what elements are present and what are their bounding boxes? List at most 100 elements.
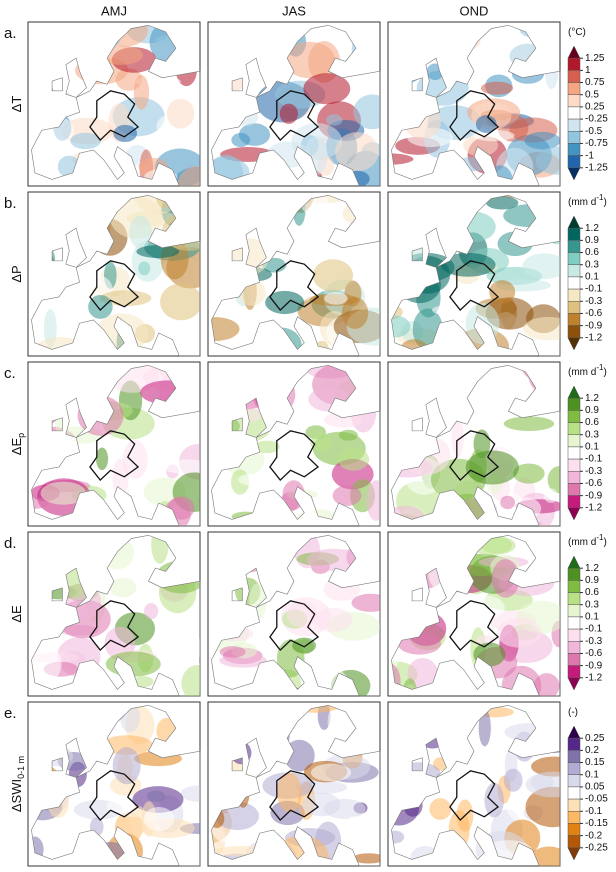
shading-patch — [489, 280, 516, 304]
row-letter: d. — [4, 535, 17, 552]
unit-text: (mm d — [568, 197, 596, 208]
shading-patch — [60, 812, 83, 848]
shading-patch — [543, 488, 558, 503]
colorbar-tick-label: -0.25 — [585, 114, 608, 125]
shading-patch — [292, 637, 316, 654]
unit-sup: -1 — [596, 363, 604, 372]
shading-patch — [486, 196, 519, 210]
shading-patch — [138, 261, 151, 276]
column-title: JAS — [282, 3, 306, 18]
shading-patch — [484, 782, 504, 818]
shading-patch — [301, 792, 341, 817]
coastline — [391, 534, 561, 697]
colorbar-segment — [567, 301, 581, 314]
unit-sup: -1 — [596, 533, 604, 542]
colorbar-segment — [567, 276, 581, 290]
study-region — [449, 90, 500, 142]
colorbar-tick-label: -0.5 — [585, 126, 603, 137]
colorbar-unit: (-) — [568, 707, 578, 718]
shading-patch — [133, 676, 154, 688]
colorbar-tick-label: -0.1 — [585, 284, 603, 295]
row-label-main: ΔSWI — [9, 779, 24, 812]
colorbar-tick-label: -0.9 — [585, 660, 603, 671]
shading-patch — [312, 259, 354, 292]
shading-patch — [265, 290, 305, 315]
colorbar-tick-label: -0.3 — [585, 636, 603, 647]
shading-patch — [475, 115, 497, 133]
unit-text: (mm d — [568, 367, 596, 378]
shading-patch — [391, 315, 411, 338]
row-label-main: ΔE — [9, 438, 24, 456]
shading-patch — [491, 559, 520, 598]
study-region — [269, 430, 320, 482]
colorbar-end — [567, 337, 581, 351]
shading-patch — [112, 747, 141, 785]
colorbar-tick-label: 0.3 — [585, 429, 599, 440]
colorbar-tick-label: -0.1 — [585, 624, 603, 635]
colorbar-tick-label: -0.6 — [585, 648, 603, 659]
shading-patch — [96, 447, 109, 471]
shading-patch — [353, 94, 380, 130]
colorbar-tick-label: 1 — [585, 65, 591, 76]
shading-patch — [314, 607, 353, 632]
colorbar-tick-label: 0.1 — [585, 612, 599, 623]
colorbar-tick-label: -0.3 — [585, 296, 603, 307]
coastline — [211, 534, 381, 697]
coastline — [211, 364, 381, 527]
colorbar-end — [567, 725, 581, 739]
colorbar-segment — [567, 313, 581, 326]
colorbar-segment — [567, 325, 581, 339]
shading-patch — [278, 472, 325, 485]
shading-patch — [496, 618, 543, 648]
colorbar-unit: (mm d-1) — [568, 533, 607, 548]
colorbar-segment — [567, 653, 581, 666]
shading-patch — [503, 768, 523, 792]
colorbar-tick-label: 0.3 — [585, 259, 599, 270]
colorbar-tick-label: 0.6 — [585, 247, 599, 258]
shading-patch — [31, 643, 62, 685]
row-letter: c. — [4, 365, 16, 382]
colorbar-segment — [567, 70, 581, 83]
row-label-main: ΔE — [9, 605, 24, 623]
colorbar-end — [567, 847, 581, 861]
colorbar-tick-label: 0.2 — [585, 745, 599, 756]
shading-patch — [160, 283, 200, 321]
colorbar-segment — [567, 592, 581, 605]
shading-patch — [500, 495, 515, 510]
colorbar-segment — [567, 227, 581, 241]
shading-patch — [324, 292, 348, 305]
colorbar-segment — [567, 628, 581, 642]
shading-patch — [346, 815, 362, 830]
colorbar-end — [567, 167, 581, 181]
shading-patch — [429, 798, 452, 820]
study-region — [449, 770, 500, 822]
shading-patch — [337, 447, 370, 471]
shading-patch — [277, 772, 302, 813]
colorbar-tick-label: 0.1 — [585, 769, 599, 780]
unit-text: (-) — [568, 707, 578, 718]
colorbar-segment — [567, 580, 581, 593]
shading-patch — [219, 646, 246, 658]
shading-patch — [512, 463, 545, 484]
shading-patch — [503, 416, 555, 432]
colorbar-tick-label: -0.25 — [585, 842, 608, 853]
colorbar-tick-label: 0.15 — [585, 757, 605, 768]
coastline — [31, 194, 201, 357]
colorbar-segment — [567, 798, 581, 812]
colorbar-tick-label: 0.6 — [585, 417, 599, 428]
colorbar-segment — [567, 471, 581, 484]
row-label-sub: 0-1 m — [16, 756, 26, 779]
row-label: ΔSWI0-1 m — [9, 756, 26, 812]
colorbar-tick-label: -0.9 — [585, 320, 603, 331]
shading-patch — [530, 756, 560, 777]
shading-patch — [510, 538, 532, 562]
colorbar-segment — [567, 737, 581, 751]
shading-patch — [143, 806, 175, 832]
shading-patch — [335, 132, 379, 172]
shading-patch — [341, 297, 369, 329]
shading-patch — [129, 215, 152, 249]
colorbar-tick-label: 0.1 — [585, 442, 599, 453]
shading-patch — [478, 709, 491, 747]
colorbar-tick-label: -1.2 — [585, 672, 603, 683]
coastline — [31, 534, 201, 697]
